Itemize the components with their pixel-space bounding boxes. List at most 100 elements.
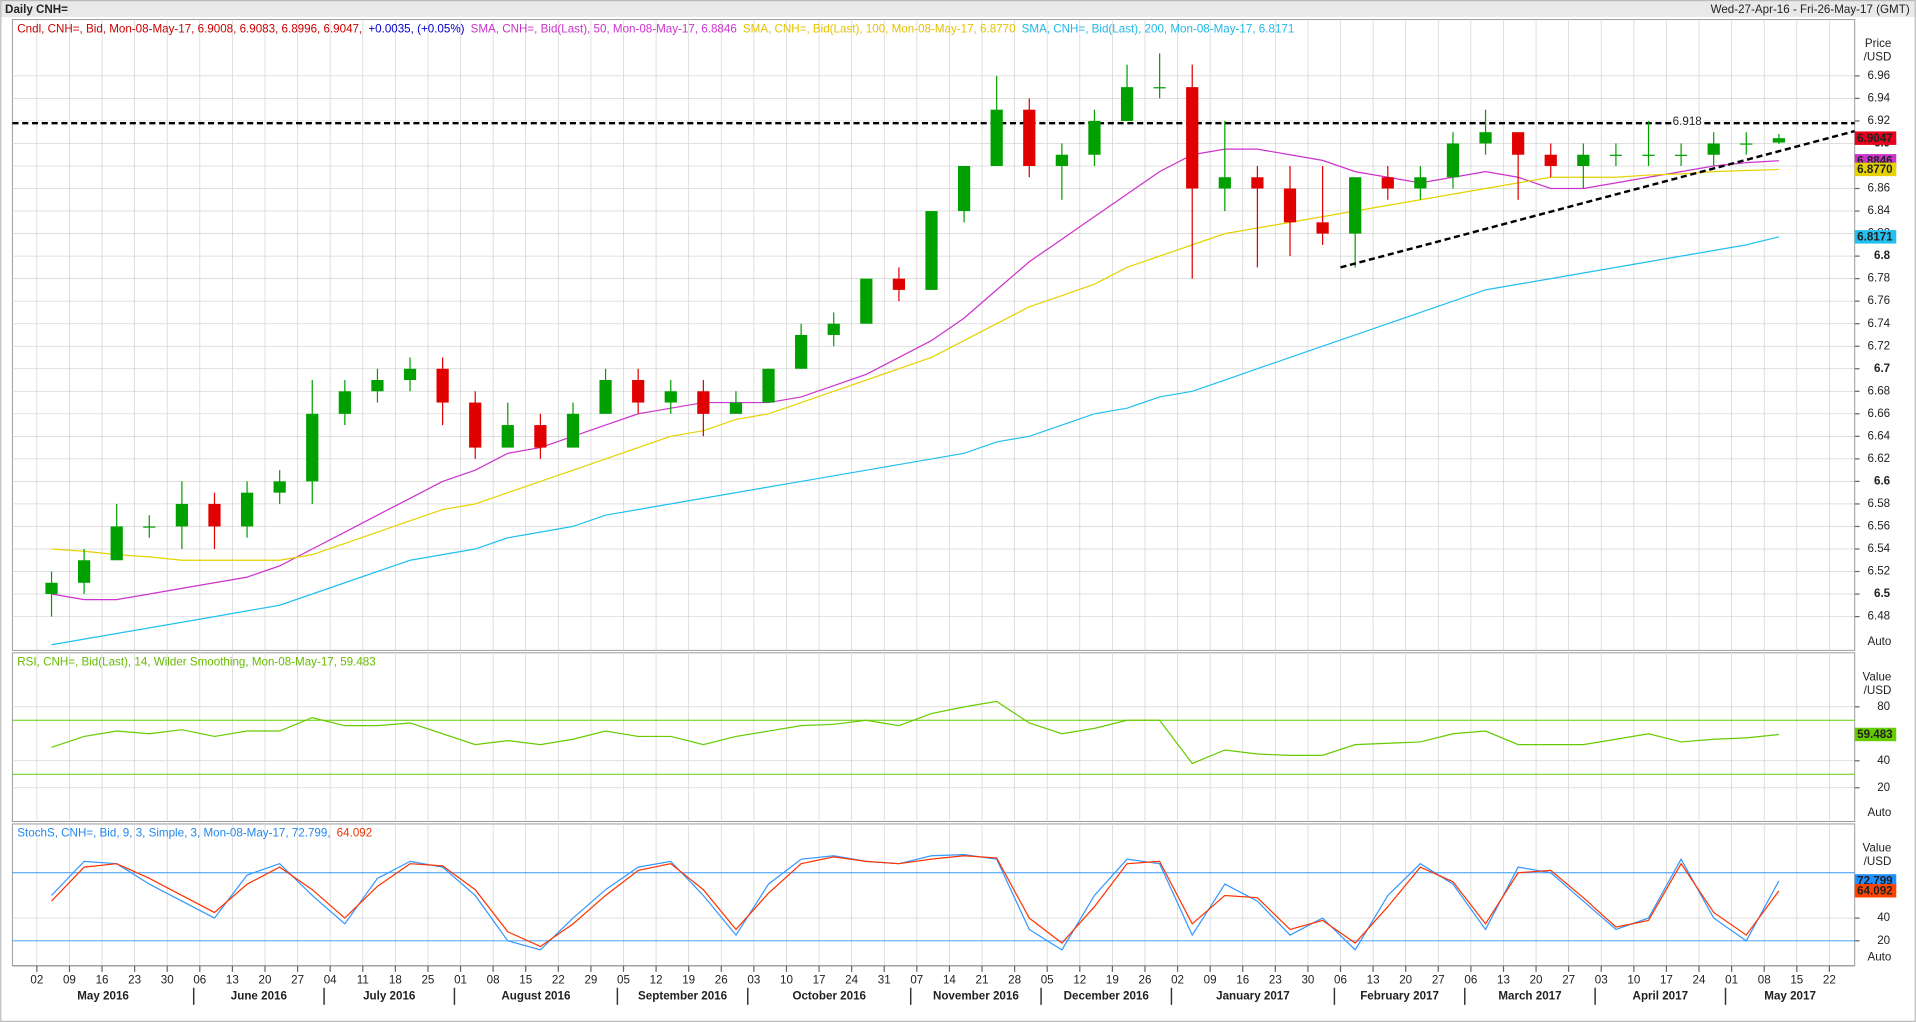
candle-body: [78, 560, 91, 583]
x-tick-label: 17: [813, 973, 826, 986]
x-tick-label: 07: [910, 973, 923, 986]
level-label: 6.918: [1673, 115, 1702, 128]
candle-body: [1120, 87, 1134, 121]
y-tick-label: 6.6: [1874, 474, 1891, 487]
legend-entry: StochS, CNH=, Bid, 9, 3, Simple, 3, Mon-…: [17, 827, 330, 840]
value-box: [1854, 727, 1897, 742]
y-tick-label: 6.94: [1868, 91, 1891, 104]
y-tick-label: 6.84: [1868, 204, 1891, 217]
candle-body: [1642, 154, 1655, 156]
candle-body: [1577, 154, 1590, 166]
month-label: October 2016: [792, 989, 866, 1002]
value-box-label: 64.092: [1857, 884, 1893, 897]
legend: Cndl, CNH=, Bid, Mon-08-May-17, 6.9008, …: [17, 22, 1294, 35]
panel-frame: [11, 652, 1856, 823]
x-tick-label: 09: [63, 973, 76, 986]
x-tick-label: 13: [1497, 973, 1510, 986]
candle-body: [729, 402, 743, 414]
candle-body: [1740, 143, 1753, 145]
x-tick-label: 01: [454, 973, 467, 986]
candle-body: [566, 413, 580, 448]
x-tick-label: 27: [1562, 973, 1575, 986]
y-tick-label: 6.68: [1868, 384, 1891, 397]
candle-body: [1479, 132, 1492, 144]
y-tick-label: 6.64: [1868, 429, 1891, 442]
candle-body: [1544, 154, 1557, 166]
value-box: [1854, 230, 1897, 244]
x-tick-label: 22: [552, 973, 565, 986]
candle-body: [175, 503, 189, 527]
x-tick-label: 27: [291, 973, 304, 986]
candle-body: [1772, 138, 1785, 143]
legend-entry: RSI, CNH=, Bid(Last), 14, Wilder Smoothi…: [17, 656, 375, 669]
candle-body: [273, 481, 286, 493]
candle-body: [436, 368, 449, 403]
legend-entry: +0.0035, (+0.05%): [368, 22, 464, 35]
x-tick-label: 08: [487, 973, 500, 986]
month-label: May 2016: [77, 989, 129, 1002]
x-tick-label: 12: [1073, 973, 1086, 986]
x-tick-label: 24: [845, 973, 858, 986]
y-tick-label: 6.56: [1868, 520, 1891, 533]
x-tick-label: 27: [1432, 973, 1445, 986]
x-tick-label: 11: [357, 973, 369, 986]
candle-body: [1414, 177, 1427, 189]
x-tick-label: 02: [30, 973, 43, 986]
month-label: September 2016: [638, 989, 728, 1002]
trendline: [1340, 129, 1856, 269]
legend: StochS, CNH=, Bid, 9, 3, Simple, 3, Mon-…: [17, 827, 372, 840]
y-tick-label: 6.52: [1868, 565, 1891, 578]
x-tick-label: 09: [1204, 973, 1217, 986]
y-tick-label: 6.72: [1868, 339, 1891, 352]
candle-body: [1023, 109, 1036, 166]
month-label: June 2016: [231, 989, 288, 1002]
x-tick-label: 21: [976, 973, 989, 986]
axis-title: /USD: [1864, 51, 1892, 64]
y-tick-label: 20: [1877, 781, 1890, 794]
legend-entry: SMA, CNH=, Bid(Last), 50, Mon-08-May-17,…: [471, 22, 737, 35]
y-tick-label: 80: [1877, 700, 1890, 713]
y-tick-label: 6.58: [1868, 497, 1891, 510]
value-box-label: 59.483: [1857, 728, 1893, 741]
candle-body: [403, 368, 417, 381]
x-tick-label: 06: [193, 973, 206, 986]
month-label: May 2017: [1764, 989, 1816, 1002]
x-tick-label: 12: [650, 973, 663, 986]
header-title: Daily CNH=: [5, 3, 68, 16]
value-box-label: 6.8770: [1857, 163, 1893, 176]
candle-body: [599, 380, 612, 414]
month-label: July 2016: [363, 989, 416, 1002]
value-box: [1854, 131, 1897, 145]
candle-body: [1186, 87, 1199, 189]
candle-body: [860, 278, 873, 324]
legend-entry: SMA, CNH=, Bid(Last), 100, Mon-08-May-17…: [743, 22, 1016, 35]
candle-body: [1446, 143, 1460, 178]
candle-body: [371, 380, 384, 392]
value-box: [1854, 884, 1897, 898]
x-tick-label: 13: [226, 973, 239, 986]
legend-entry: 64.092: [337, 827, 373, 840]
month-label: March 2017: [1498, 989, 1561, 1002]
x-tick-label: 08: [1758, 973, 1771, 986]
x-tick-label: 20: [259, 973, 272, 986]
candle-body: [1316, 222, 1329, 234]
candle-body: [1283, 188, 1297, 223]
candle-body: [957, 165, 971, 212]
candle-body: [534, 425, 547, 448]
candle-body: [110, 526, 123, 561]
candle-body: [1153, 87, 1166, 89]
axis-title: Value: [1863, 841, 1892, 854]
x-tick-label: 14: [943, 973, 956, 986]
sma-line: [51, 148, 1779, 601]
x-tick-label: 05: [617, 973, 630, 986]
x-tick-label: 23: [128, 973, 141, 986]
candle-body: [1674, 154, 1688, 156]
y-tick-label: 40: [1877, 754, 1890, 767]
x-tick-label: 13: [1367, 973, 1380, 986]
candle-body: [1609, 154, 1623, 156]
candle-body: [925, 211, 938, 290]
indicator-line: [51, 700, 1779, 765]
y-tick-label: 6.8: [1874, 249, 1891, 262]
